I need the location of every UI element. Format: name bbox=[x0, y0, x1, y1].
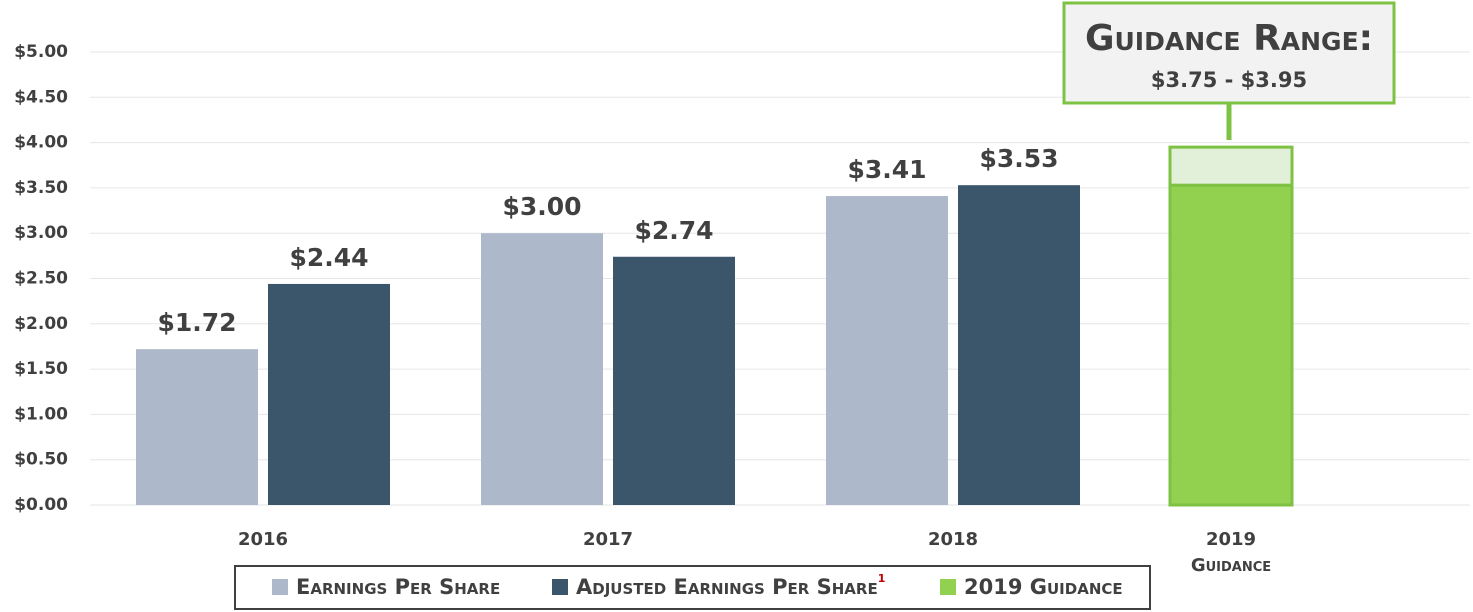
y-tick-label: $3.50 bbox=[14, 178, 68, 198]
legend: Earnings Per Share Adjusted Earnings Per … bbox=[272, 572, 1123, 599]
legend-footnote: 1 bbox=[878, 572, 886, 585]
bar bbox=[268, 283, 390, 505]
y-tick-label: $2.00 bbox=[14, 314, 68, 334]
y-tick-label: $1.50 bbox=[14, 359, 68, 379]
value-label: $2.74 bbox=[634, 216, 713, 245]
y-tick-label: $4.00 bbox=[14, 133, 68, 153]
bar bbox=[136, 349, 258, 505]
y-tick-label: $1.00 bbox=[14, 404, 68, 424]
y-tick-label: $3.00 bbox=[14, 223, 68, 243]
x-tick-label: 2017 bbox=[583, 529, 633, 550]
legend-name: Adjusted Earnings Per Share bbox=[576, 575, 878, 599]
legend-label: 2019 Guidance bbox=[964, 575, 1123, 599]
bar bbox=[481, 233, 603, 505]
x-tick-label: 2019 bbox=[1206, 529, 1256, 550]
callout-text: $3.75 - $3.95 bbox=[1151, 68, 1307, 92]
bar bbox=[826, 196, 948, 505]
legend-box bbox=[234, 565, 1151, 610]
legend-swatch bbox=[940, 579, 956, 595]
x-tick-sublabel: Guidance bbox=[1191, 555, 1271, 576]
value-label: $3.00 bbox=[502, 192, 581, 221]
callout-box bbox=[1062, 1, 1396, 105]
legend-swatch bbox=[552, 579, 568, 595]
value-label: $3.53 bbox=[979, 144, 1058, 173]
legend-label: Adjusted Earnings Per Share1 bbox=[576, 572, 885, 599]
y-tick-label: $0.50 bbox=[14, 450, 68, 470]
legend-swatch bbox=[272, 579, 288, 595]
bar bbox=[613, 256, 735, 505]
bar bbox=[1168, 183, 1294, 507]
y-tick-label: $5.00 bbox=[14, 42, 68, 62]
legend-name: 2019 Guidance bbox=[964, 575, 1123, 599]
bars bbox=[136, 145, 1294, 507]
bar bbox=[958, 185, 1080, 505]
value-label: $3.41 bbox=[847, 155, 926, 184]
value-label: $2.44 bbox=[289, 243, 368, 272]
x-tick-label: 2016 bbox=[238, 529, 288, 550]
y-tick-label: $0.00 bbox=[14, 495, 68, 515]
y-tick-label: $2.50 bbox=[14, 269, 68, 289]
legend-label: Earnings Per Share bbox=[296, 575, 500, 599]
callout-title: Guidance Range: bbox=[1085, 18, 1373, 59]
legend-name: Earnings Per Share bbox=[296, 575, 500, 599]
y-tick-label: $4.50 bbox=[14, 87, 68, 107]
x-tick-label: 2018 bbox=[928, 529, 978, 550]
bar-range bbox=[1168, 145, 1294, 187]
value-label: $1.72 bbox=[157, 308, 236, 337]
